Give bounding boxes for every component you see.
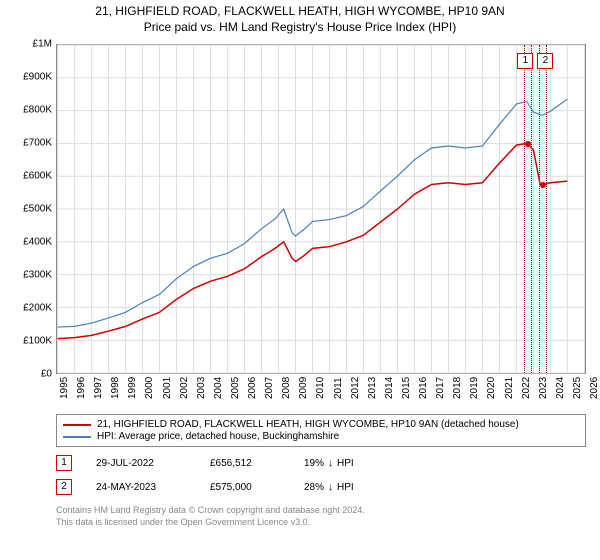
x-tick-label: 2003 — [196, 377, 207, 399]
x-tick-label: 2024 — [555, 377, 566, 399]
arrow-down-icon: ↓ — [328, 458, 333, 469]
x-tick-label: 2010 — [315, 377, 326, 399]
x-tick-label: 2015 — [401, 377, 412, 399]
sale-row-price: £656,512 — [210, 458, 280, 469]
sale-diff-pct: 28% — [304, 482, 324, 493]
y-tick-label: £500K — [23, 204, 52, 215]
x-tick-label: 1998 — [110, 377, 121, 399]
sale-row: 1 29-JUL-2022 £656,512 19% ↓ HPI — [56, 455, 586, 471]
y-tick-label: £800K — [23, 105, 52, 116]
series-property — [58, 143, 568, 338]
chart-subtitle: Price paid vs. HM Land Registry's House … — [8, 20, 592, 34]
sale-row-marker: 1 — [56, 455, 72, 471]
x-tick-label: 2006 — [247, 377, 258, 399]
y-tick-label: £900K — [23, 72, 52, 83]
y-tick-label: £0 — [41, 369, 52, 380]
x-tick-label: 2012 — [350, 377, 361, 399]
legend-label: 21, HIGHFIELD ROAD, FLACKWELL HEATH, HIG… — [97, 419, 519, 430]
sale-diff-label: HPI — [337, 482, 354, 493]
x-tick-label: 2025 — [572, 377, 583, 399]
x-tick-label: 2026 — [589, 377, 600, 399]
sale-row-date: 29-JUL-2022 — [96, 458, 186, 469]
x-tick-label: 2009 — [298, 377, 309, 399]
x-tick-label: 2017 — [435, 377, 446, 399]
legend-row: 21, HIGHFIELD ROAD, FLACKWELL HEATH, HIG… — [63, 419, 579, 430]
x-tick-label: 2004 — [213, 377, 224, 399]
sale-marker-band — [539, 45, 547, 373]
y-tick-label: £400K — [23, 237, 52, 248]
x-tick-label: 2013 — [367, 377, 378, 399]
sale-diff-pct: 19% — [304, 458, 324, 469]
x-tick-label: 2018 — [452, 377, 463, 399]
x-tick-label: 1999 — [127, 377, 138, 399]
y-tick-label: £700K — [23, 138, 52, 149]
x-tick-label: 2000 — [144, 377, 155, 399]
sale-row-date: 24-MAY-2023 — [96, 482, 186, 493]
arrow-down-icon: ↓ — [328, 482, 333, 493]
x-tick-label: 1996 — [76, 377, 87, 399]
legend: 21, HIGHFIELD ROAD, FLACKWELL HEATH, HIG… — [56, 414, 586, 447]
sale-row-price: £575,000 — [210, 482, 280, 493]
sale-marker-dot — [540, 182, 546, 188]
plot-region: 12 — [56, 44, 586, 374]
y-tick-label: £600K — [23, 171, 52, 182]
series-svg — [57, 45, 585, 373]
legend-row: HPI: Average price, detached house, Buck… — [63, 431, 579, 442]
x-tick-label: 2011 — [333, 377, 344, 399]
x-tick-label: 2021 — [504, 377, 515, 399]
sale-marker-dot — [525, 141, 531, 147]
x-tick-label: 2022 — [521, 377, 532, 399]
y-tick-label: £200K — [23, 303, 52, 314]
chart-container: 21, HIGHFIELD ROAD, FLACKWELL HEATH, HIG… — [0, 0, 600, 528]
sale-row-diff: 19% ↓ HPI — [304, 458, 354, 469]
sales-table: 1 29-JUL-2022 £656,512 19% ↓ HPI 2 24-MA… — [8, 455, 592, 495]
x-tick-label: 2020 — [486, 377, 497, 399]
legend-label: HPI: Average price, detached house, Buck… — [97, 431, 339, 442]
x-tick-label: 2001 — [162, 377, 173, 399]
sale-row-diff: 28% ↓ HPI — [304, 482, 354, 493]
legend-swatch — [63, 436, 91, 438]
sale-diff-label: HPI — [337, 458, 354, 469]
sale-marker-band — [524, 45, 532, 373]
legend-swatch — [63, 424, 91, 426]
x-tick-label: 2019 — [469, 377, 480, 399]
x-tick-label: 2005 — [230, 377, 241, 399]
y-tick-label: £300K — [23, 270, 52, 281]
x-tick-label: 1995 — [59, 377, 70, 399]
y-tick-label: £100K — [23, 336, 52, 347]
x-tick-label: 2023 — [538, 377, 549, 399]
footer-line-1: Contains HM Land Registry data © Crown c… — [56, 505, 592, 517]
sale-row: 2 24-MAY-2023 £575,000 28% ↓ HPI — [56, 479, 586, 495]
sale-marker-label: 2 — [537, 53, 553, 69]
chart-title: 21, HIGHFIELD ROAD, FLACKWELL HEATH, HIG… — [8, 4, 592, 18]
y-tick-label: £1M — [33, 39, 52, 50]
footer-line-2: This data is licensed under the Open Gov… — [56, 517, 592, 529]
x-tick-label: 1997 — [93, 377, 104, 399]
sale-row-marker: 2 — [56, 479, 72, 495]
x-tick-label: 2014 — [384, 377, 395, 399]
x-tick-label: 2007 — [264, 377, 275, 399]
footer: Contains HM Land Registry data © Crown c… — [56, 505, 592, 528]
x-tick-label: 2002 — [179, 377, 190, 399]
chart-area: 12 £0 £100K £200K £300K £400K £500K £600K £700K… — [8, 40, 592, 410]
x-tick-label: 2016 — [418, 377, 429, 399]
series-hpi — [58, 99, 568, 327]
sale-marker-label: 1 — [517, 53, 533, 69]
x-tick-label: 2008 — [281, 377, 292, 399]
